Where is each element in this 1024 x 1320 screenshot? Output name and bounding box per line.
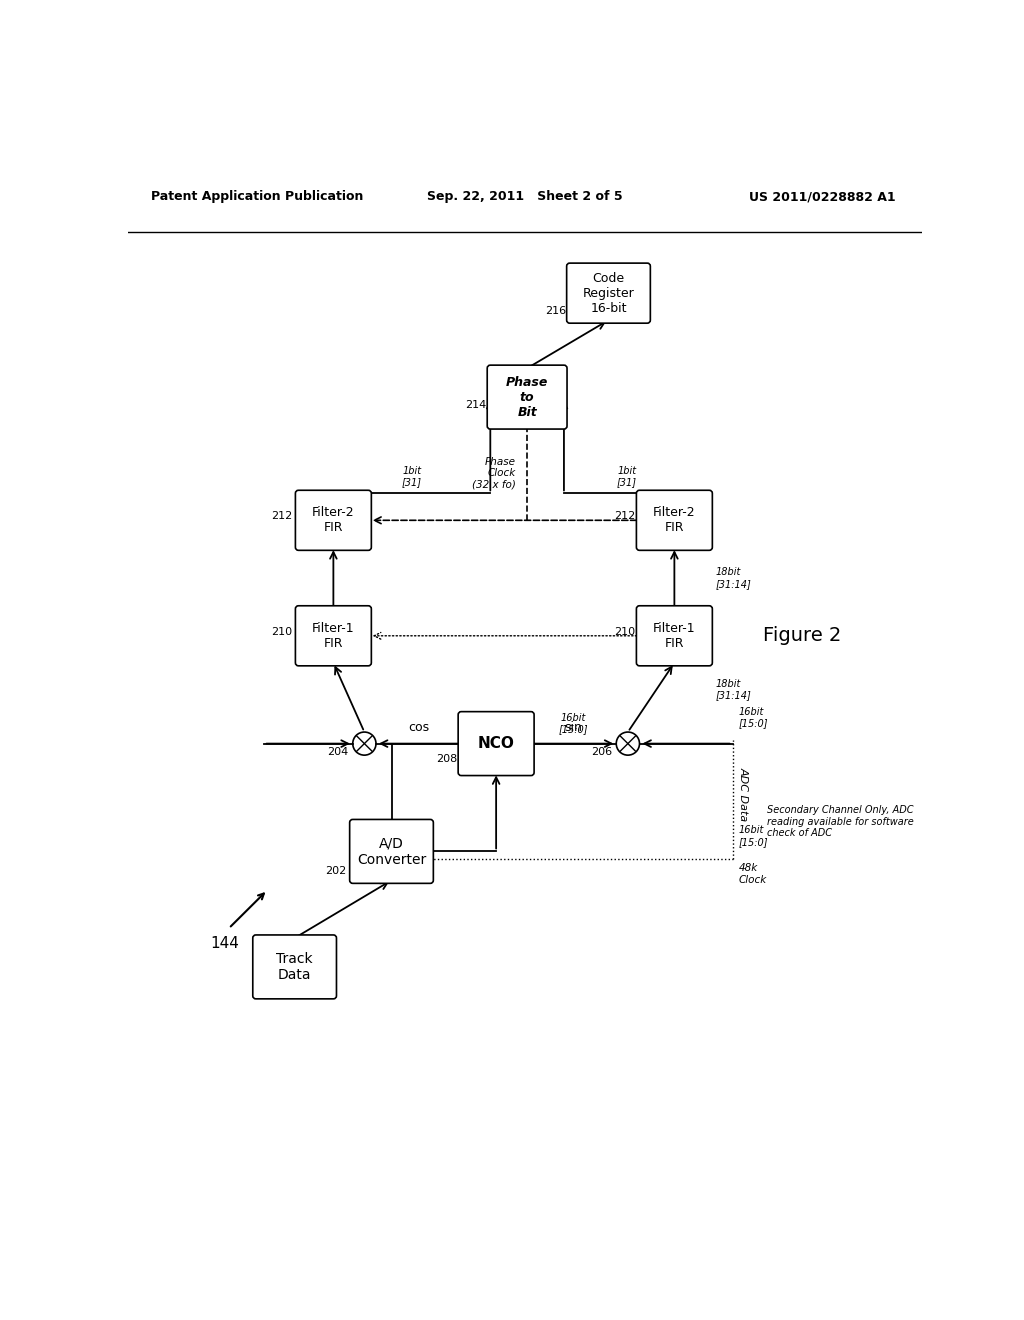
Text: ADC Data: ADC Data [738, 767, 749, 821]
Text: 212: 212 [614, 511, 636, 521]
Text: cos: cos [408, 721, 429, 734]
Text: 144: 144 [211, 936, 240, 952]
Text: 18bit
[31:14]: 18bit [31:14] [716, 568, 752, 589]
Text: Secondary Channel Only, ADC
reading available for software
check of ADC: Secondary Channel Only, ADC reading avai… [767, 805, 914, 838]
Text: 214: 214 [465, 400, 486, 409]
Text: Phase
to
Bit: Phase to Bit [506, 376, 548, 418]
FancyBboxPatch shape [636, 490, 713, 550]
Text: 206: 206 [591, 747, 612, 758]
Text: 1bit
[31]: 1bit [31] [616, 466, 637, 487]
Text: 1bit
[31]: 1bit [31] [401, 466, 422, 487]
Text: Filter-1
FIR: Filter-1 FIR [312, 622, 354, 649]
FancyBboxPatch shape [458, 711, 535, 776]
Text: 16bit
[15:0]: 16bit [15:0] [738, 825, 768, 847]
Text: 210: 210 [614, 627, 636, 638]
Text: A/D
Converter: A/D Converter [357, 837, 426, 866]
Text: 204: 204 [328, 747, 349, 758]
Text: 18bit
[31:14]: 18bit [31:14] [716, 678, 752, 701]
FancyBboxPatch shape [295, 606, 372, 665]
FancyBboxPatch shape [349, 820, 433, 883]
FancyBboxPatch shape [487, 366, 567, 429]
Text: 210: 210 [271, 627, 292, 638]
Text: 212: 212 [271, 511, 292, 521]
Text: 48k
Clock: 48k Clock [738, 863, 767, 884]
Text: 16bit
[15:0]: 16bit [15:0] [559, 713, 589, 734]
Text: 202: 202 [326, 866, 346, 876]
Text: Filter-1
FIR: Filter-1 FIR [653, 622, 695, 649]
Text: 216: 216 [545, 306, 566, 317]
Text: Code
Register
16-bit: Code Register 16-bit [583, 272, 635, 314]
FancyBboxPatch shape [636, 606, 713, 665]
Text: 16bit
[15:0]: 16bit [15:0] [738, 706, 768, 729]
FancyBboxPatch shape [253, 935, 337, 999]
FancyBboxPatch shape [566, 263, 650, 323]
Text: Figure 2: Figure 2 [763, 626, 842, 645]
Text: sin: sin [564, 721, 583, 734]
Text: Phase
Clock
(32 x fo): Phase Clock (32 x fo) [472, 457, 515, 490]
Text: Filter-2
FIR: Filter-2 FIR [312, 507, 354, 535]
Text: Patent Application Publication: Patent Application Publication [152, 190, 364, 203]
Text: US 2011/0228882 A1: US 2011/0228882 A1 [749, 190, 895, 203]
Text: 208: 208 [436, 754, 458, 764]
Text: Sep. 22, 2011   Sheet 2 of 5: Sep. 22, 2011 Sheet 2 of 5 [427, 190, 623, 203]
FancyBboxPatch shape [295, 490, 372, 550]
Text: Filter-2
FIR: Filter-2 FIR [653, 507, 695, 535]
Text: Track
Data: Track Data [276, 952, 313, 982]
Text: NCO: NCO [477, 737, 515, 751]
